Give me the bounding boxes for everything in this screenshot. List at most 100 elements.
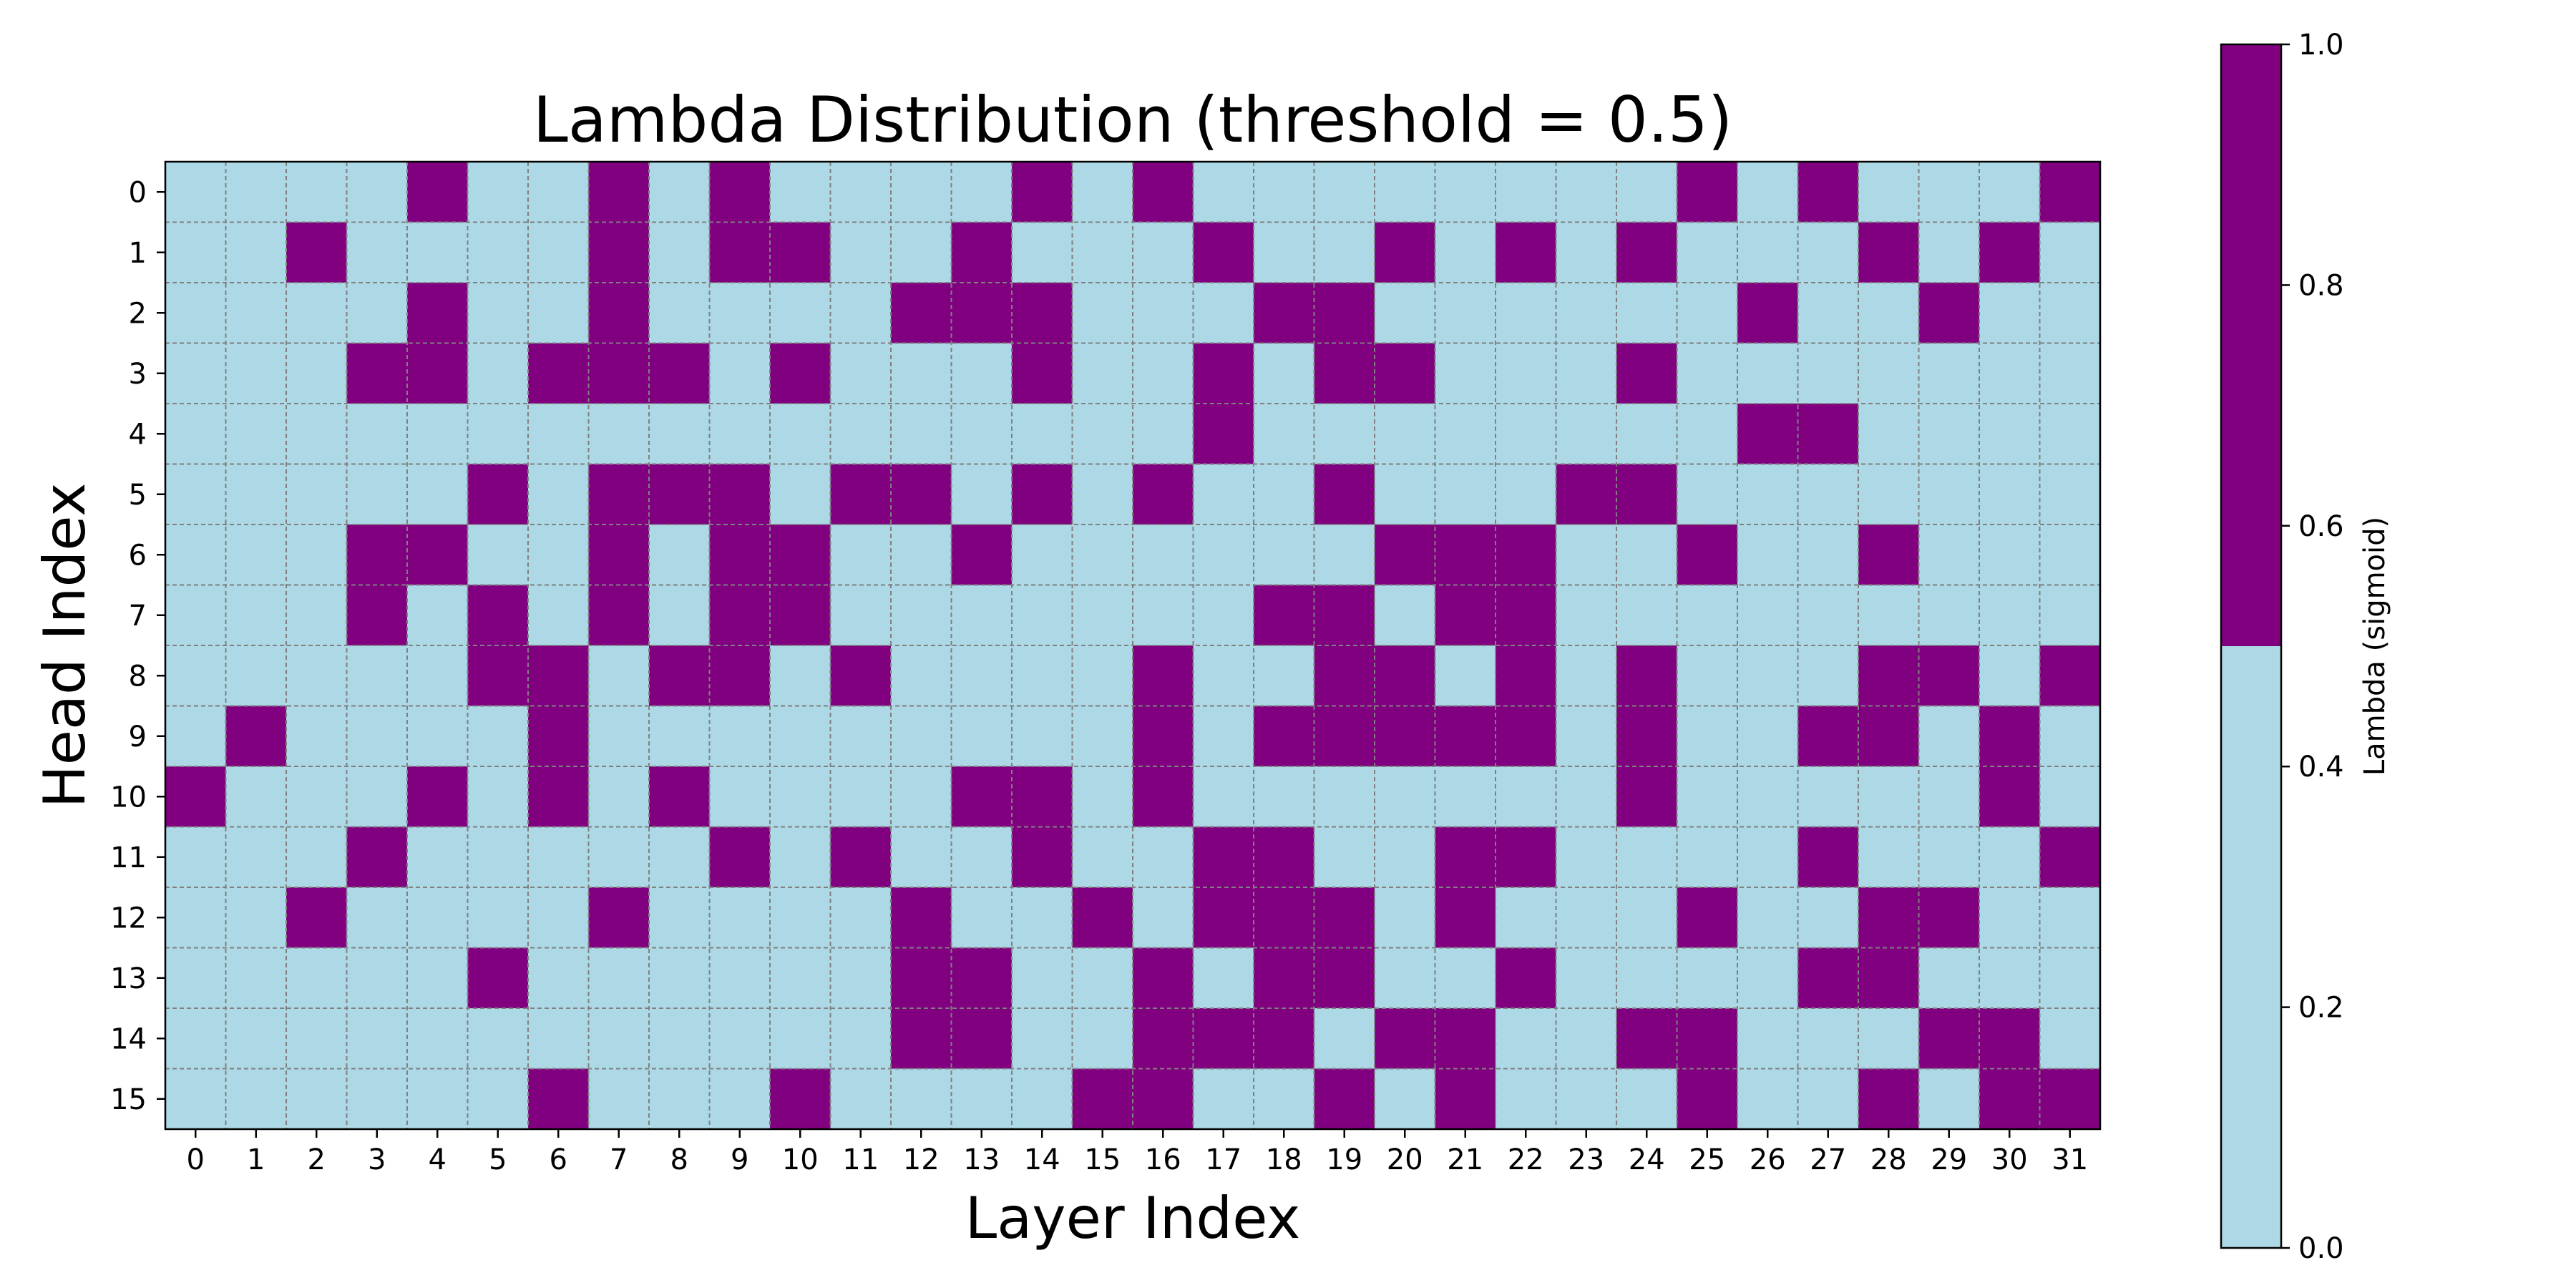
heatmap-cell xyxy=(346,766,408,828)
x-tick-label: 13 xyxy=(963,1143,1000,1176)
heatmap-cell xyxy=(1254,283,1315,344)
heatmap-cell xyxy=(467,766,529,828)
x-tick-label: 31 xyxy=(2051,1143,2088,1176)
heatmap-cell xyxy=(770,162,831,223)
heatmap-cell xyxy=(1496,283,1557,344)
heatmap-cell xyxy=(2039,706,2101,767)
heatmap-cell xyxy=(346,1008,408,1070)
heatmap-cell xyxy=(1556,645,1617,707)
heatmap-cell xyxy=(2039,766,2101,828)
heatmap-cell xyxy=(1858,766,1920,828)
heatmap-cell xyxy=(1677,525,1738,586)
heatmap-cell xyxy=(528,645,590,707)
heatmap-cell xyxy=(286,1068,348,1130)
heatmap-cell xyxy=(1314,283,1375,344)
heatmap-cell xyxy=(649,464,711,525)
heatmap-cell xyxy=(1254,1008,1315,1070)
x-tick-label: 23 xyxy=(1568,1143,1604,1176)
heatmap-cell xyxy=(1918,343,1980,404)
heatmap-cell xyxy=(830,706,892,767)
heatmap-cell xyxy=(1193,525,1254,586)
heatmap-cell xyxy=(528,404,590,465)
heatmap-cell xyxy=(709,766,771,828)
heatmap-cell xyxy=(1858,343,1920,404)
heatmap-cell xyxy=(951,1068,1013,1130)
heatmap-cell xyxy=(1979,343,2041,404)
heatmap-cell xyxy=(1556,222,1617,283)
heatmap-cell xyxy=(528,947,590,1009)
heatmap-cell xyxy=(1254,887,1315,949)
heatmap-cell xyxy=(588,1068,650,1130)
heatmap-cell xyxy=(770,706,831,767)
heatmap-cell xyxy=(1254,585,1315,646)
heatmap-cell xyxy=(1556,283,1617,344)
heatmap-cell xyxy=(1616,826,1678,888)
heatmap-cell xyxy=(1979,947,2041,1009)
heatmap-cell xyxy=(1314,706,1375,767)
heatmap-cell xyxy=(225,162,287,223)
x-tick-label: 4 xyxy=(429,1143,447,1176)
heatmap-cell xyxy=(1193,283,1254,344)
heatmap-cell xyxy=(225,1008,287,1070)
heatmap-cell xyxy=(1737,404,1799,465)
heatmap-cell xyxy=(770,887,831,949)
y-tick-label: 9 xyxy=(129,721,147,753)
heatmap-cell xyxy=(1556,1008,1617,1070)
heatmap-cell xyxy=(1435,464,1496,525)
heatmap-cell xyxy=(951,766,1013,828)
heatmap-cell xyxy=(528,283,590,344)
heatmap-cell xyxy=(1012,947,1073,1009)
heatmap-cell xyxy=(588,283,650,344)
x-tick-label: 15 xyxy=(1084,1143,1121,1176)
colorbar-tick-label: 0.6 xyxy=(2298,510,2344,543)
heatmap-cell xyxy=(1072,404,1133,465)
heatmap-cell xyxy=(346,947,408,1009)
y-tick-label: 5 xyxy=(129,479,147,512)
heatmap-cell xyxy=(286,162,348,223)
heatmap-cell xyxy=(407,283,469,344)
x-tick-label: 20 xyxy=(1387,1143,1423,1176)
heatmap-cell xyxy=(1314,826,1375,888)
y-tick-label: 4 xyxy=(129,418,147,451)
heatmap-cell xyxy=(1677,1068,1738,1130)
heatmap-cell xyxy=(1556,826,1617,888)
heatmap-cell xyxy=(286,887,348,949)
heatmap-cell xyxy=(528,706,590,767)
heatmap-cell xyxy=(1496,1008,1557,1070)
heatmap-cell xyxy=(407,645,469,707)
heatmap-cell xyxy=(1797,585,1859,646)
heatmap-cell xyxy=(649,283,711,344)
heatmap-cell xyxy=(1858,887,1920,949)
heatmap-cell xyxy=(1918,766,1980,828)
heatmap-cell xyxy=(709,887,771,949)
heatmap-cell xyxy=(1616,706,1678,767)
heatmap-cells xyxy=(165,162,2101,1130)
heatmap-cell xyxy=(830,464,892,525)
heatmap-cell xyxy=(1737,525,1799,586)
heatmap-cell xyxy=(1012,343,1073,404)
heatmap-cell xyxy=(891,585,952,646)
heatmap-cell xyxy=(1918,404,1980,465)
heatmap-cell xyxy=(649,887,711,949)
heatmap-cell xyxy=(1072,162,1133,223)
heatmap-cell xyxy=(1314,404,1375,465)
heatmap-cell xyxy=(770,1008,831,1070)
heatmap-cell xyxy=(1072,887,1133,949)
heatmap-cell xyxy=(1797,404,1859,465)
heatmap-cell xyxy=(1072,826,1133,888)
heatmap-cell xyxy=(1012,1008,1073,1070)
heatmap-cell xyxy=(528,162,590,223)
heatmap-cell xyxy=(1193,343,1254,404)
heatmap-cell xyxy=(2039,525,2101,586)
heatmap-cell xyxy=(588,1008,650,1070)
heatmap-cell xyxy=(225,1068,287,1130)
heatmap-cell xyxy=(1012,283,1073,344)
heatmap-cell xyxy=(1012,525,1073,586)
heatmap-cell xyxy=(1979,162,2041,223)
heatmap-cell xyxy=(1918,826,1980,888)
heatmap-gridlines xyxy=(165,162,2100,1129)
heatmap-cell xyxy=(1918,887,1980,949)
heatmap-cell xyxy=(1797,1068,1859,1130)
